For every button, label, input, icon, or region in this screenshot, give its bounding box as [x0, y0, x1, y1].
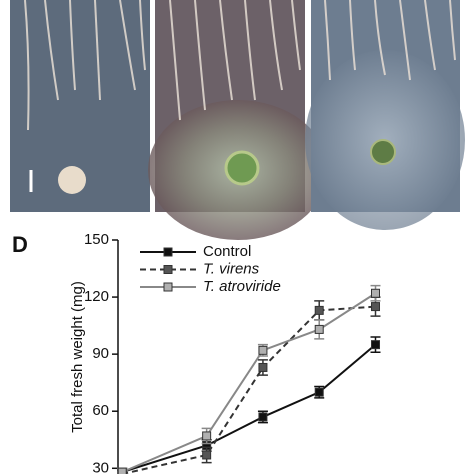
- y-axis-label: Total fresh weight (mg): [69, 281, 86, 433]
- legend-label: Control: [203, 243, 251, 260]
- marker: [202, 431, 212, 441]
- colony: [58, 166, 86, 194]
- roots: [24, 0, 456, 131]
- legend-label: T. atroviride: [203, 278, 281, 295]
- legend-marker: [163, 247, 173, 257]
- y-tick-label: 90: [92, 345, 109, 362]
- marker: [314, 387, 324, 397]
- marker: [314, 324, 324, 334]
- legend-marker: [163, 282, 173, 292]
- colony: [370, 139, 396, 165]
- y-tick-label: 60: [92, 402, 109, 419]
- marker: [258, 362, 268, 372]
- marker: [314, 305, 324, 315]
- marker: [117, 467, 127, 474]
- y-tick-label: 120: [84, 288, 109, 305]
- series-line: [121, 292, 377, 474]
- marker: [258, 412, 268, 422]
- series-line: [121, 343, 377, 474]
- photo-panels: [10, 0, 465, 240]
- marker: [258, 345, 268, 355]
- marker: [371, 302, 381, 312]
- colony: [224, 150, 260, 186]
- marker: [371, 288, 381, 298]
- marker: [371, 340, 381, 350]
- marker: [202, 450, 212, 460]
- legend-marker: [163, 265, 173, 274]
- legend-label: T. virens: [203, 260, 260, 277]
- panel-label: D: [12, 232, 28, 257]
- series-line: [122, 305, 376, 474]
- y-tick-label: 150: [84, 231, 109, 248]
- y-tick-label: 30: [92, 459, 109, 474]
